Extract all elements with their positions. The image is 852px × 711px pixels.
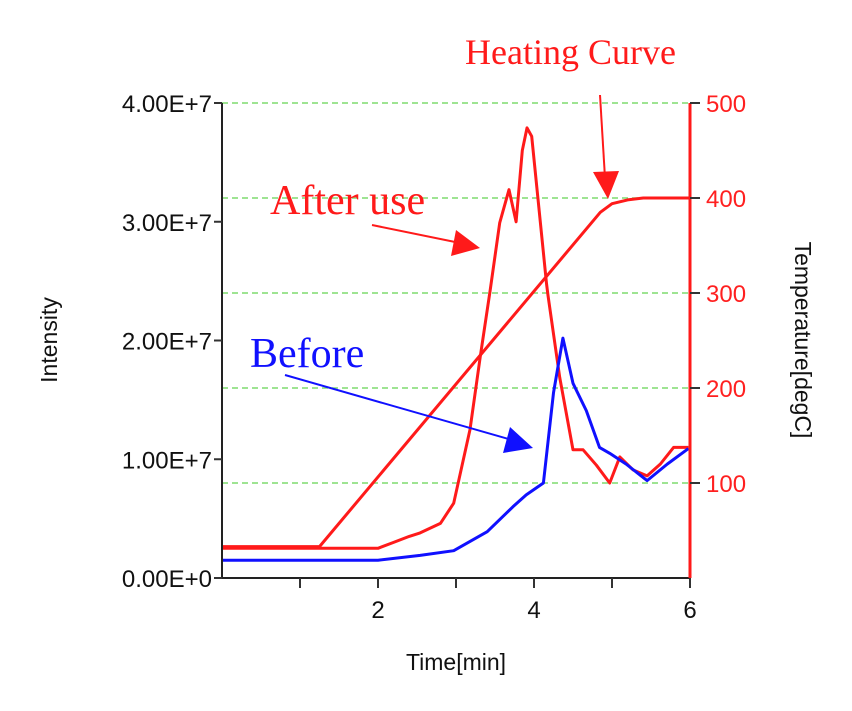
arrow-heating-curve: [599, 94, 606, 179]
x-tick-label: 6: [683, 597, 696, 624]
y2-axis-title: Temperature[degC]: [790, 242, 816, 439]
ticks: 100 200 300 400 500 0.00E+0 1.00E+7 2.00E+7 3.00…: [122, 91, 746, 624]
y2-tick-label: 500: [706, 91, 746, 118]
annotation-before: Before: [250, 331, 364, 377]
arrow-before: [284, 374, 513, 441]
y2-tick-label: 400: [706, 186, 746, 213]
y-tick-label: 0.00E+0: [122, 566, 212, 593]
annotation-after-use: After use: [270, 178, 425, 224]
arrowhead-heating-curve: [593, 171, 619, 199]
arrowhead-before: [503, 427, 533, 453]
arrowhead-after-use: [451, 230, 480, 256]
series-line-after-use: [222, 126, 689, 550]
annotation-heating-curve: Heating Curve: [465, 32, 676, 72]
series-line-before: [222, 336, 690, 562]
y-tick-label: 4.00E+7: [122, 91, 212, 118]
y-axis-title: Intensity: [36, 297, 62, 383]
gridlines: [222, 102, 690, 484]
y2-tick-label: 200: [706, 376, 746, 403]
x-axis-title: Time[min]: [406, 649, 506, 675]
x-tick-label: 2: [371, 597, 384, 624]
y-tick-label: 3.00E+7: [122, 210, 212, 237]
series-group: [222, 126, 690, 562]
arrow-after-use: [371, 224, 461, 244]
series-line-heating-curve: [222, 196, 690, 549]
y2-tick-label: 100: [706, 471, 746, 498]
y-tick-label: 2.00E+7: [122, 329, 212, 356]
y2-tick-label: 300: [706, 281, 746, 308]
x-tick-label: 4: [527, 597, 540, 624]
annotations: Heating Curve After use Before: [250, 32, 676, 453]
y-tick-label: 1.00E+7: [122, 447, 212, 474]
